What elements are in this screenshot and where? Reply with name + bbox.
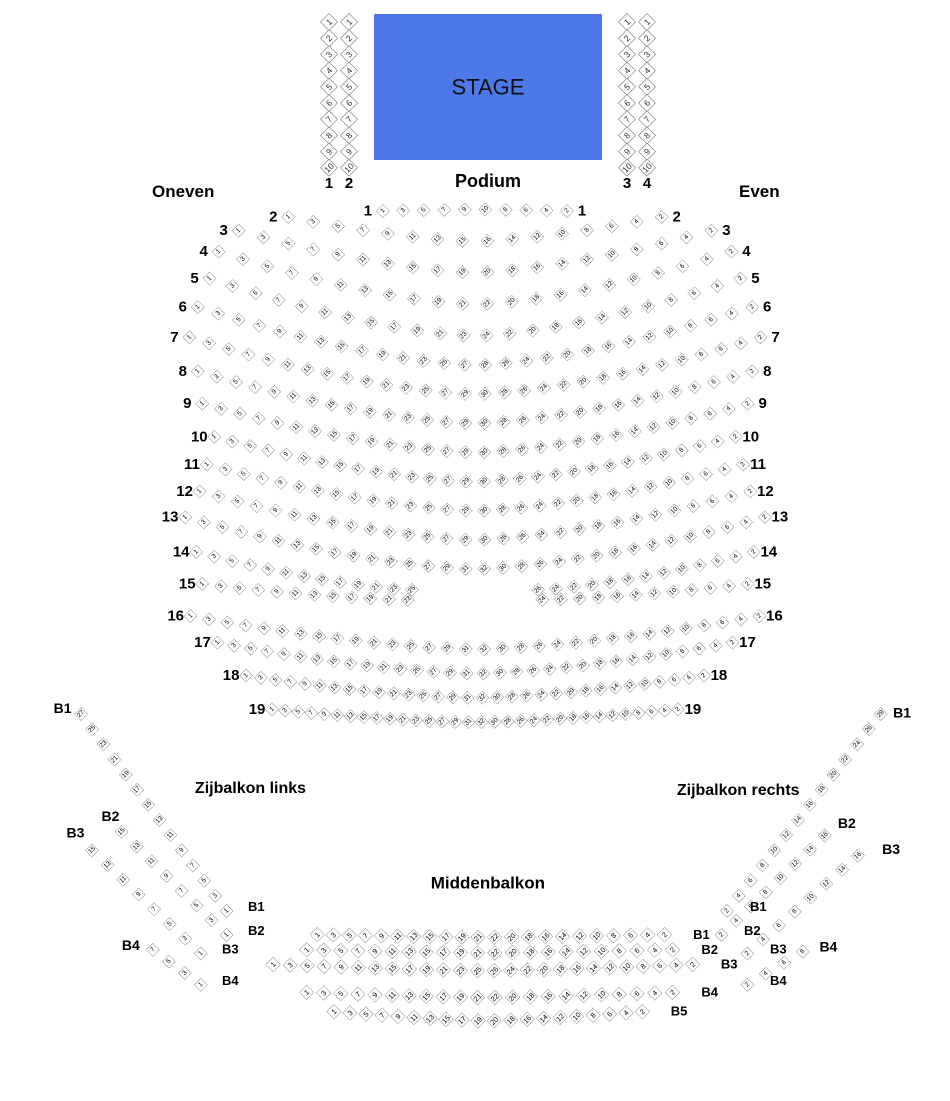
svg-text:3: 3 xyxy=(722,222,730,239)
svg-text:Oneven: Oneven xyxy=(152,182,214,201)
svg-text:B2: B2 xyxy=(701,942,718,957)
svg-text:STAGE: STAGE xyxy=(452,75,525,100)
svg-text:B1: B1 xyxy=(750,899,767,914)
svg-text:B2: B2 xyxy=(744,923,761,938)
svg-text:B4: B4 xyxy=(122,937,140,953)
svg-text:2: 2 xyxy=(269,208,277,225)
svg-text:19: 19 xyxy=(249,701,266,718)
svg-text:4: 4 xyxy=(199,243,208,260)
svg-text:B2: B2 xyxy=(102,808,120,824)
svg-text:B2: B2 xyxy=(838,815,856,831)
svg-text:11: 11 xyxy=(184,456,200,473)
svg-text:10: 10 xyxy=(742,428,759,445)
svg-text:18: 18 xyxy=(711,667,728,684)
svg-text:B1: B1 xyxy=(54,700,72,716)
svg-text:3: 3 xyxy=(623,175,631,192)
svg-text:B1: B1 xyxy=(693,927,710,942)
svg-text:16: 16 xyxy=(167,608,184,625)
svg-text:13: 13 xyxy=(772,509,789,526)
svg-text:B3: B3 xyxy=(222,942,239,957)
svg-text:6: 6 xyxy=(763,299,771,316)
svg-text:12: 12 xyxy=(757,483,774,500)
svg-text:B3: B3 xyxy=(721,957,738,972)
svg-text:B1: B1 xyxy=(893,705,911,721)
svg-text:17: 17 xyxy=(739,634,756,651)
svg-text:4: 4 xyxy=(742,243,751,260)
svg-text:9: 9 xyxy=(183,395,191,412)
svg-text:15: 15 xyxy=(754,575,771,592)
svg-text:B5: B5 xyxy=(671,1004,688,1019)
svg-text:2: 2 xyxy=(672,208,680,225)
svg-text:B4: B4 xyxy=(701,985,718,1000)
svg-text:18: 18 xyxy=(223,667,240,684)
svg-text:4: 4 xyxy=(643,175,652,192)
svg-text:14: 14 xyxy=(760,543,777,560)
svg-text:12: 12 xyxy=(176,483,193,500)
svg-text:Zijbalkon links: Zijbalkon links xyxy=(195,780,306,797)
svg-text:5: 5 xyxy=(751,270,759,287)
svg-text:B3: B3 xyxy=(67,824,85,840)
svg-text:B4: B4 xyxy=(770,973,787,988)
svg-text:Middenbalkon: Middenbalkon xyxy=(431,873,545,892)
svg-text:Even: Even xyxy=(739,182,780,201)
svg-text:B3: B3 xyxy=(882,841,900,857)
svg-text:6: 6 xyxy=(179,299,187,316)
svg-text:5: 5 xyxy=(190,270,198,287)
svg-text:Podium: Podium xyxy=(455,171,521,191)
svg-text:B3: B3 xyxy=(770,942,787,957)
svg-text:9: 9 xyxy=(759,395,767,412)
svg-text:10: 10 xyxy=(191,428,208,445)
svg-text:15: 15 xyxy=(179,575,196,592)
svg-text:7: 7 xyxy=(771,329,779,346)
svg-text:3: 3 xyxy=(219,222,227,239)
svg-text:2: 2 xyxy=(345,175,353,192)
svg-text:19: 19 xyxy=(685,701,702,718)
svg-text:8: 8 xyxy=(763,363,771,380)
svg-text:B1: B1 xyxy=(248,899,265,914)
svg-text:8: 8 xyxy=(179,363,187,380)
svg-text:16: 16 xyxy=(766,608,783,625)
svg-text:17: 17 xyxy=(194,634,211,651)
svg-text:Zijbalkon rechts: Zijbalkon rechts xyxy=(677,782,800,799)
svg-text:B2: B2 xyxy=(248,923,265,938)
svg-text:14: 14 xyxy=(173,543,190,560)
svg-text:7: 7 xyxy=(170,329,178,346)
svg-text:B4: B4 xyxy=(222,973,239,988)
svg-text:11: 11 xyxy=(750,456,766,473)
svg-text:1: 1 xyxy=(578,202,586,219)
svg-text:1: 1 xyxy=(364,202,372,219)
svg-text:B4: B4 xyxy=(819,939,837,955)
svg-text:1: 1 xyxy=(325,175,333,192)
svg-text:13: 13 xyxy=(162,509,179,526)
